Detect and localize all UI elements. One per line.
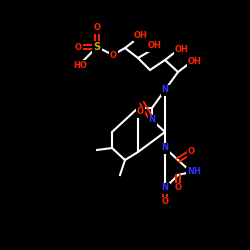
Text: O: O: [136, 108, 143, 116]
Text: OH: OH: [134, 30, 148, 40]
Text: N: N: [148, 116, 156, 124]
Text: NH: NH: [187, 168, 201, 176]
Text: OH: OH: [175, 46, 189, 54]
Text: O: O: [162, 198, 168, 206]
Text: N: N: [162, 184, 168, 192]
Text: O: O: [110, 50, 116, 59]
Text: N: N: [162, 86, 168, 94]
Text: HO: HO: [73, 60, 87, 70]
Text: S: S: [94, 42, 100, 52]
Text: O: O: [94, 24, 100, 32]
Text: H: H: [135, 35, 141, 41]
Text: N: N: [162, 144, 168, 152]
Text: OH: OH: [188, 58, 202, 66]
Text: O: O: [188, 148, 194, 156]
Text: O: O: [174, 184, 182, 192]
Text: OH: OH: [148, 42, 162, 50]
Text: O: O: [74, 42, 82, 51]
